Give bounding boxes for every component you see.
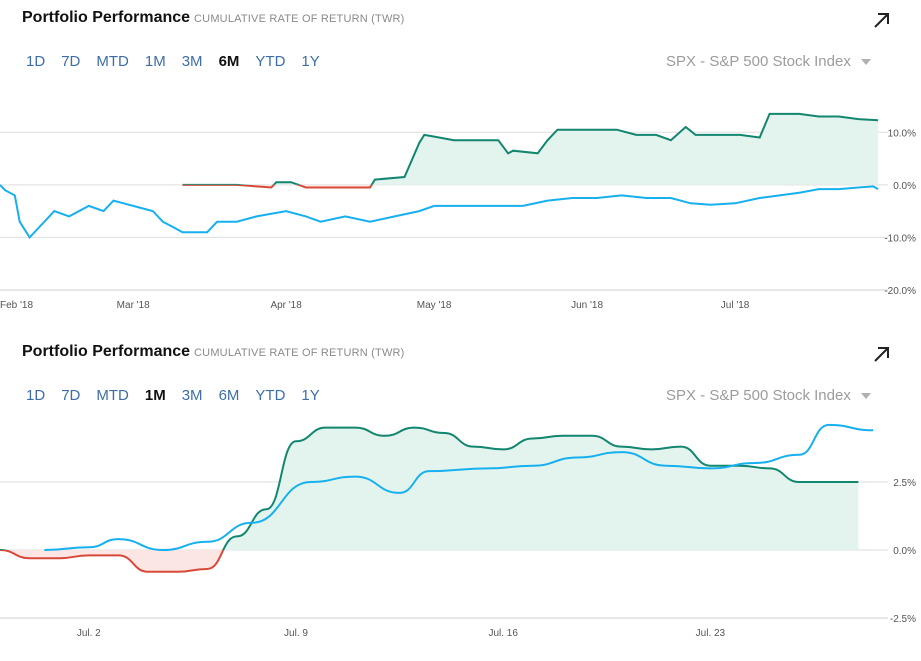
x-tick-label: Jul '18: [721, 300, 750, 311]
benchmark-select[interactable]: SPX - S&P 500 Stock Index: [666, 53, 871, 70]
range-1y[interactable]: 1Y: [301, 387, 320, 404]
range-1d[interactable]: 1D: [26, 53, 46, 70]
y-tick-label: 0.0%: [893, 546, 916, 557]
performance-chart: 2.5% 0.0% -2.5% Jul. 2 Jul. 9 Jul. 16 Jul. 23: [0, 423, 916, 639]
y-tick-label: -20.0%: [884, 286, 916, 297]
range-mtd[interactable]: MTD: [96, 387, 129, 404]
x-tick-label: Apr '18: [270, 300, 302, 311]
panel-subtitle: CUMULATIVE RATE OF RETURN (TWR): [194, 13, 405, 25]
portfolio-area-positive: [182, 113, 879, 185]
x-tick-label: Jul. 9: [284, 628, 308, 639]
x-tick-label: Feb '18: [0, 300, 33, 311]
range-7d[interactable]: 7D: [61, 53, 81, 70]
y-tick-label: 0.0%: [893, 181, 916, 192]
x-tick-label: Mar '18: [117, 300, 150, 311]
chevron-down-icon: [860, 393, 871, 400]
performance-panel-1m: 2.5% 0.0% -2.5% Jul. 2 Jul. 9 Jul. 16 Jul. 23 …: [0, 334, 921, 661]
range-1m[interactable]: 1M: [144, 53, 166, 70]
portfolio-line-positive: [0, 426, 859, 550]
panel-title: Portfolio Performance CUMULATIVE RATE OF …: [22, 9, 405, 26]
range-1m[interactable]: 1M: [144, 387, 166, 404]
range-3m[interactable]: 3M: [181, 387, 203, 404]
range-6m[interactable]: 6M: [218, 387, 240, 404]
y-tick-label: 10.0%: [888, 128, 916, 139]
x-tick-label: Jun '18: [571, 300, 603, 311]
range-3m[interactable]: 3M: [181, 53, 203, 70]
range-mtd[interactable]: MTD: [96, 53, 129, 70]
portfolio-area-negative: [0, 550, 859, 572]
benchmark-label: SPX - S&P 500 Stock Index: [666, 387, 851, 404]
arrow-up-right-icon[interactable]: [872, 344, 892, 364]
range-6m[interactable]: 6M: [218, 53, 240, 70]
range-ytd[interactable]: YTD: [255, 53, 286, 70]
y-tick-label: -2.5%: [890, 614, 916, 625]
portfolio-line-positive: [182, 112, 879, 185]
arrow-up-right-icon[interactable]: [872, 10, 892, 30]
benchmark-line: [0, 184, 879, 240]
performance-panel-6m: 10.0% 0.0% -10.0% -20.0% Feb '18 Mar '18 Apr '…: [0, 0, 921, 330]
range-selector: 1D 7D MTD 1M 3M 6M YTD 1Y: [26, 387, 336, 404]
benchmark-select[interactable]: SPX - S&P 500 Stock Index: [666, 387, 871, 404]
panel-title: Portfolio Performance CUMULATIVE RATE OF …: [22, 343, 405, 360]
benchmark-label: SPX - S&P 500 Stock Index: [666, 53, 851, 70]
chevron-down-icon: [860, 59, 871, 66]
portfolio-line-negative: [0, 550, 225, 573]
x-tick-label: Jul. 23: [696, 628, 726, 639]
x-tick-label: May '18: [417, 300, 452, 311]
y-tick-label: -10.0%: [884, 233, 916, 244]
range-7d[interactable]: 7D: [61, 387, 81, 404]
range-1d[interactable]: 1D: [26, 387, 46, 404]
x-tick-label: Jul. 2: [77, 628, 101, 639]
benchmark-line: [44, 423, 874, 552]
performance-chart: 10.0% 0.0% -10.0% -20.0% Feb '18 Mar '18 Apr '…: [0, 112, 916, 311]
x-tick-label: Jul. 16: [488, 628, 518, 639]
range-ytd[interactable]: YTD: [255, 387, 286, 404]
panel-subtitle: CUMULATIVE RATE OF RETURN (TWR): [194, 347, 405, 359]
range-1y[interactable]: 1Y: [301, 53, 320, 70]
range-selector: 1D 7D MTD 1M 3M 6M YTD 1Y: [26, 53, 336, 70]
y-tick-label: 2.5%: [893, 478, 916, 489]
